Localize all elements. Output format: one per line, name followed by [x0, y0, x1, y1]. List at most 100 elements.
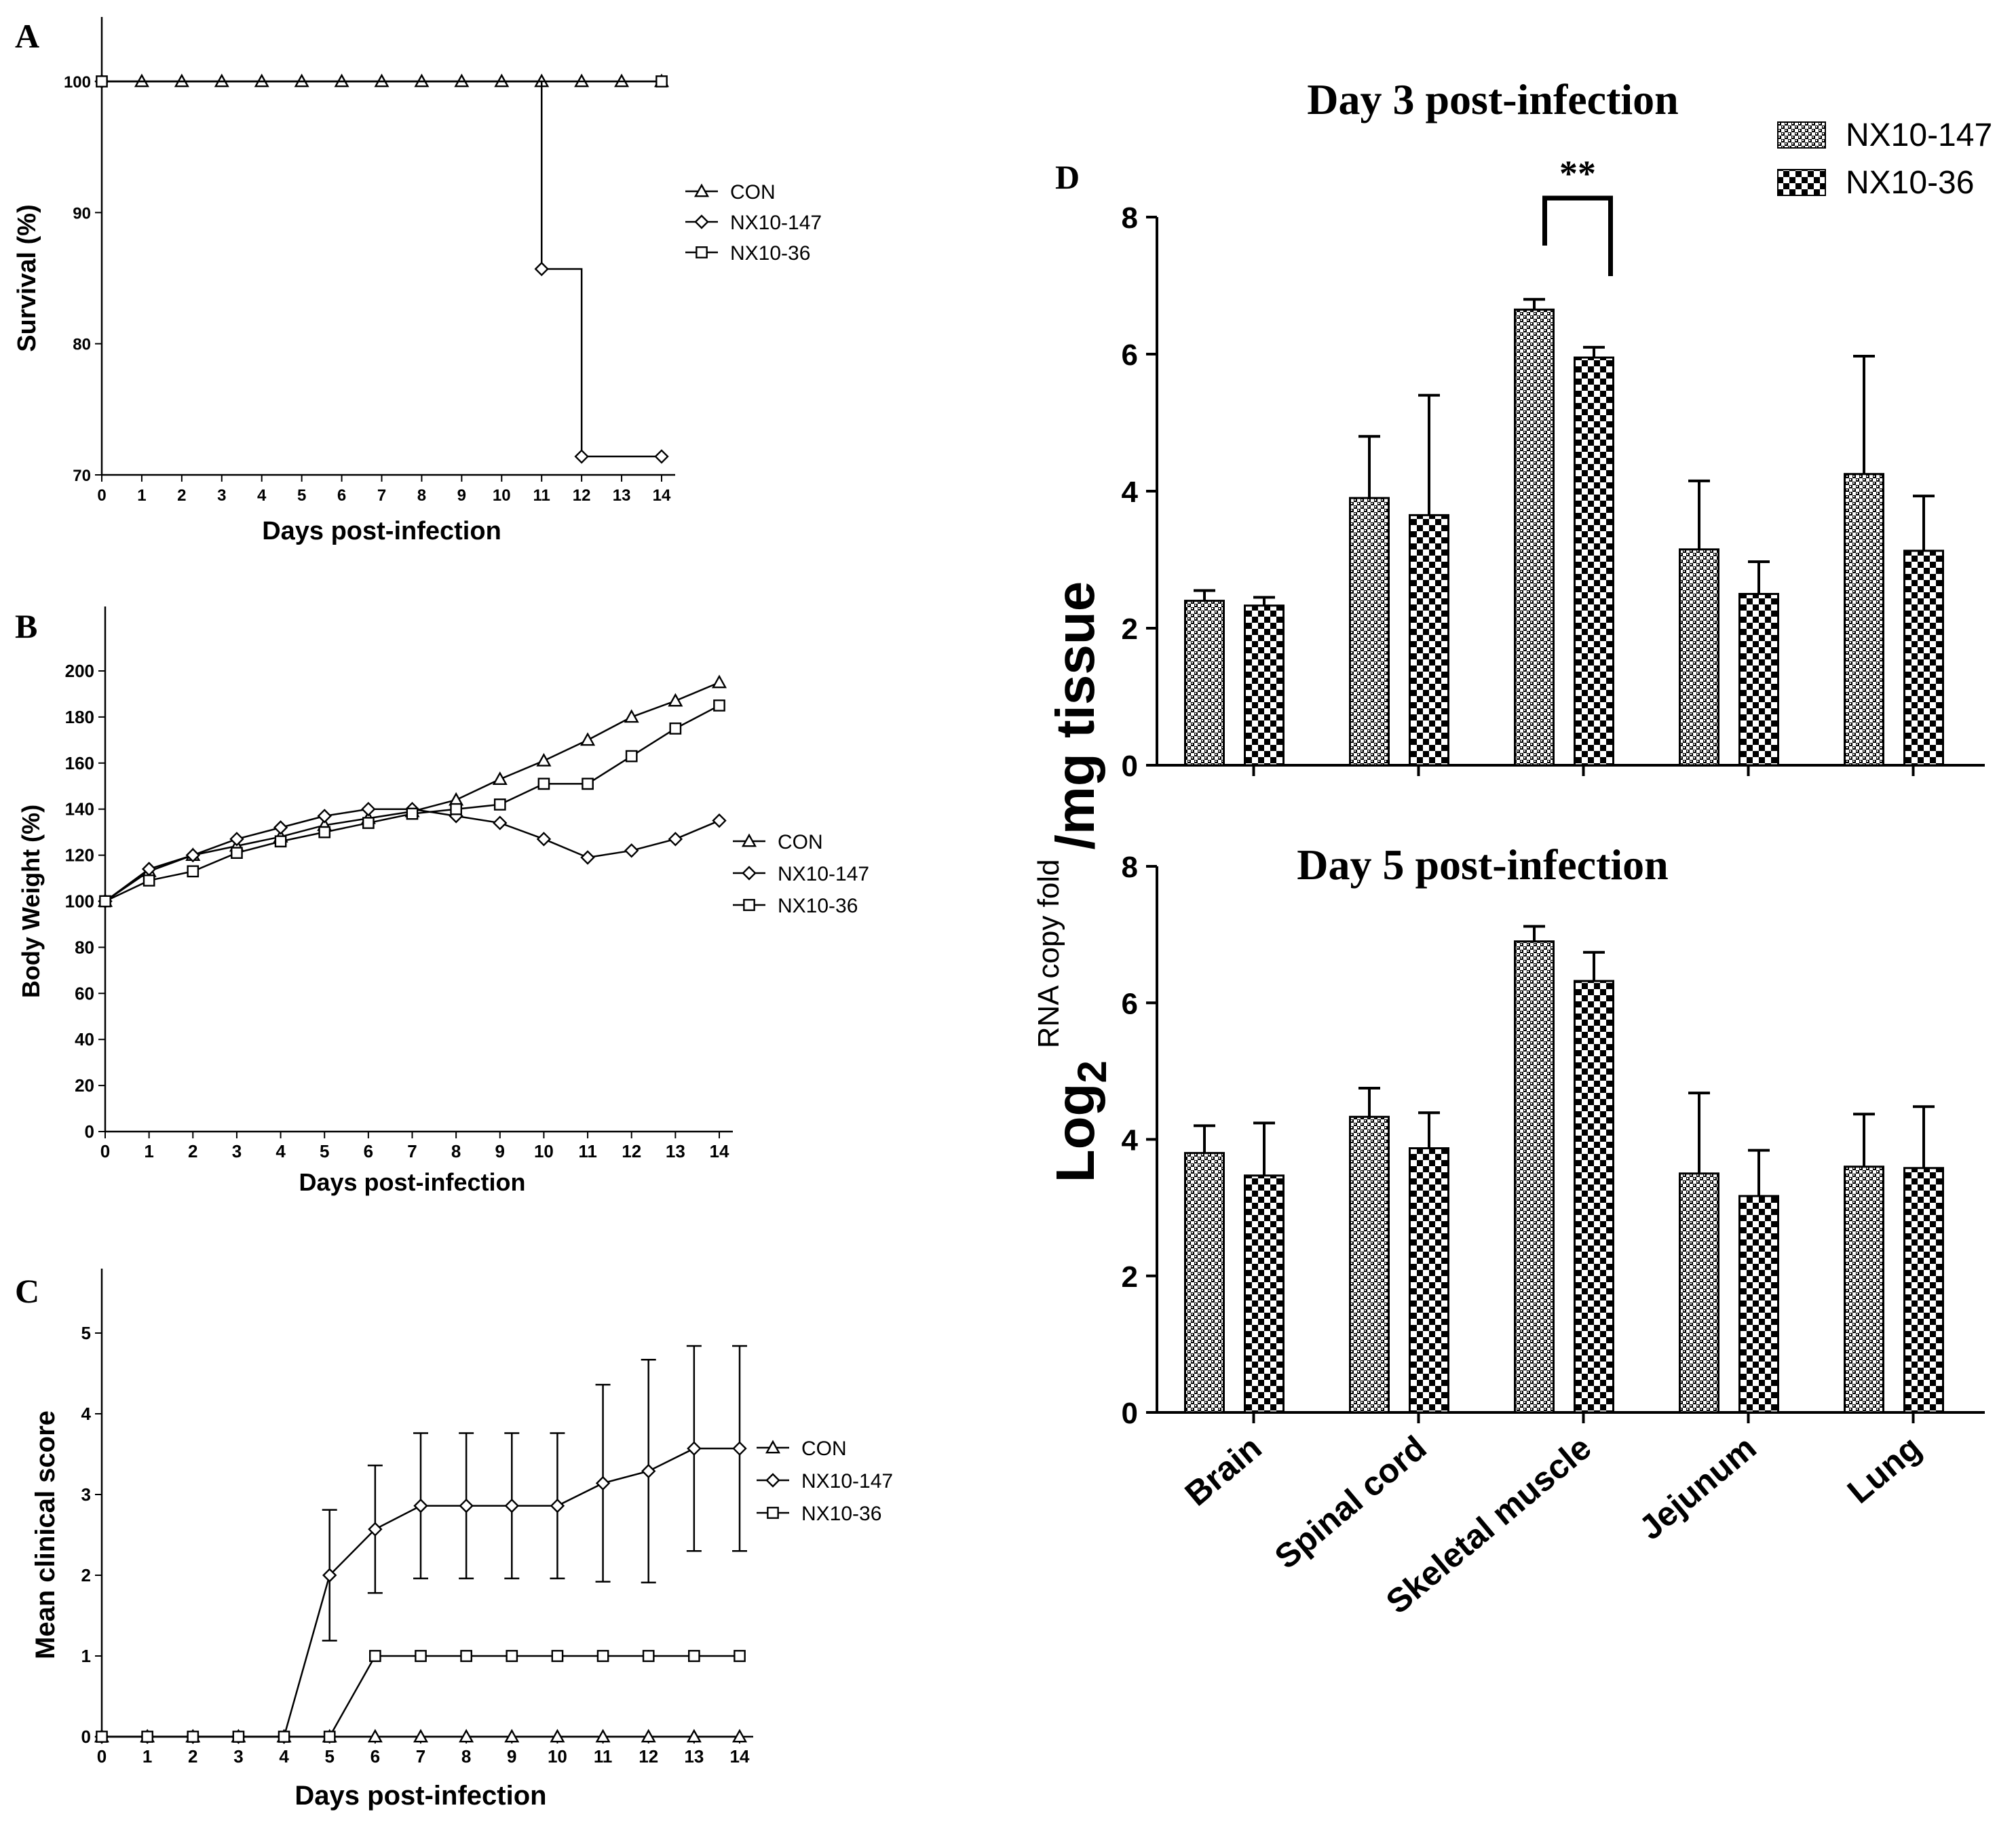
panel-letter-a: A [15, 17, 39, 55]
y-axis-title: Log2RNA copy fold/mg tissue [1032, 581, 1115, 1182]
legend-label-nx10-36: NX10-36 [801, 1503, 881, 1525]
x-tick-label: 5 [324, 1746, 334, 1767]
data-point-nx10-36 [96, 1731, 108, 1743]
legend-label-con: CON [730, 181, 776, 204]
data-point-nx10-147 [580, 850, 595, 865]
data-point-nx10-36 [142, 874, 155, 887]
data-point-nx10-147 [668, 832, 683, 847]
data-point-nx10-147 [641, 1463, 656, 1479]
series-nx10-36 [99, 699, 725, 908]
x-tick-label: 2 [188, 1141, 197, 1161]
y-tick-label: 60 [75, 983, 94, 1003]
legend-label-nx10-36: NX10-36 [1846, 165, 1974, 201]
data-point-con [595, 1729, 611, 1743]
data-point-nx10-36 [231, 847, 243, 860]
data-point-nx10-147 [361, 802, 376, 817]
x-tick-label: 0 [97, 486, 106, 505]
y-tick-label: 8 [1122, 851, 1138, 884]
legend-marker-nx10-36 [743, 899, 755, 911]
data-point-con [711, 674, 727, 689]
data-point-nx10-147 [550, 1498, 565, 1514]
x-tick-label: 11 [533, 486, 550, 505]
y-tick-label: 6 [1122, 339, 1138, 372]
x-tick-label: 10 [534, 1141, 554, 1161]
bar-nx10-36-brain [1244, 604, 1285, 767]
data-point-nx10-36 [141, 1731, 153, 1743]
x-tick-label: 2 [188, 1746, 197, 1767]
x-tick-label: 0 [100, 1141, 110, 1161]
y-tick-label: 160 [65, 753, 94, 773]
data-point-con [580, 732, 596, 746]
y-axis-title: Mean clinical score [31, 1410, 60, 1659]
series-nx10-147 [94, 74, 669, 464]
data-point-nx10-147 [574, 449, 589, 464]
bar-nx10-36-spinal-cord [1409, 514, 1449, 767]
legend-marker-con [741, 833, 757, 847]
data-point-nx10-147 [534, 261, 549, 277]
data-point-con [413, 1729, 429, 1743]
panel-d-rna-bar-charts: D NX10-147 NX10-36 Log2RNA copy fold/mg tis… [1032, 75, 1992, 1621]
subplot-title: Day 5 post-infection [1297, 841, 1669, 889]
panel-letter-b: B [15, 607, 37, 645]
x-tick-label: 13 [666, 1141, 685, 1161]
data-point-con [686, 1729, 702, 1743]
data-point-nx10-36 [734, 1650, 746, 1662]
bar-nx10-36-skeletal-muscle [1574, 356, 1614, 767]
data-point-nx10-36 [713, 699, 725, 712]
data-point-nx10-147 [493, 815, 508, 830]
data-point-con [550, 1729, 565, 1743]
category-label-lung: Lung [1840, 1429, 1928, 1511]
data-point-nx10-147 [368, 1522, 383, 1537]
data-point-nx10-36 [625, 750, 638, 763]
legend-marker-nx10-147 [765, 1473, 780, 1488]
y-tick-label: 100 [64, 73, 91, 92]
data-point-nx10-36 [493, 798, 506, 811]
data-point-con [367, 1729, 383, 1743]
data-point-nx10-36 [362, 817, 375, 829]
data-point-nx10-36 [187, 1731, 199, 1743]
x-tick-label: 9 [507, 1746, 516, 1767]
legend-label-nx10-147: NX10-147 [730, 212, 822, 234]
x-tick-label: 7 [407, 1141, 417, 1161]
legend-label-nx10-147: NX10-147 [778, 863, 869, 885]
x-tick-label: 14 [730, 1746, 750, 1767]
y-tick-label: 20 [75, 1075, 94, 1096]
x-tick-label: 14 [710, 1141, 729, 1161]
data-point-nx10-36 [99, 895, 111, 908]
legend-label-nx10-147: NX10-147 [801, 1470, 893, 1492]
bar-nx10-36-skeletal-muscle [1574, 980, 1614, 1414]
x-tick-label: 7 [377, 486, 386, 505]
x-tick-label: 1 [142, 1746, 152, 1767]
y-tick-label: 0 [85, 1121, 94, 1142]
data-point-nx10-36 [187, 865, 199, 878]
x-tick-label: 1 [137, 486, 146, 505]
panel-letter-d: D [1055, 158, 1080, 196]
panel-b-body-weight-chart: B0 1 2 3 4 5 6 7 8 9 10 11 12 13 140204060801001201401… [15, 606, 869, 1196]
y-tick-label: 80 [73, 336, 91, 354]
x-tick-label: 12 [573, 486, 591, 505]
x-tick-label: 0 [97, 1746, 107, 1767]
bar-nx10-36-jejunum [1738, 1195, 1779, 1414]
x-tick-label: 11 [578, 1141, 597, 1161]
y-tick-label: 8 [1122, 201, 1138, 235]
data-point-nx10-36 [274, 835, 287, 848]
y-tick-label: 5 [81, 1323, 91, 1343]
legend-swatch-nx10-36 [1777, 169, 1826, 196]
x-tick-label: 6 [370, 1746, 380, 1767]
data-point-nx10-36 [506, 1650, 518, 1662]
series-line-nx10-147 [102, 80, 662, 458]
subplot-day-3-post-infection: Day 3 post-infection 0 2 4 6 8 ** [1122, 75, 1985, 783]
significance-bracket [1542, 195, 1613, 276]
x-tick-label: 8 [461, 1746, 471, 1767]
data-point-nx10-147 [459, 1498, 474, 1514]
data-point-nx10-36 [318, 826, 331, 839]
data-point-nx10-147 [273, 820, 288, 835]
data-point-nx10-36 [688, 1650, 700, 1662]
data-point-nx10-147 [654, 449, 669, 464]
x-tick-label: 8 [417, 486, 426, 505]
x-tick-label: 3 [233, 1746, 243, 1767]
legend: CON NX10-147 NX10-36 [685, 181, 822, 265]
data-point-nx10-36 [232, 1731, 245, 1743]
y-tick-label: 100 [65, 891, 94, 912]
